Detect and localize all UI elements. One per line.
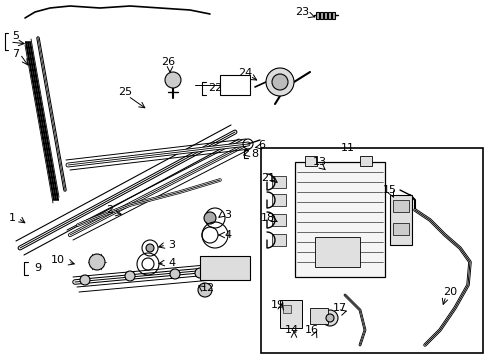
- Text: 24: 24: [237, 68, 252, 78]
- Bar: [261, 148, 482, 353]
- Bar: [327, 12, 330, 19]
- Circle shape: [265, 68, 293, 96]
- Text: 22: 22: [207, 83, 222, 93]
- Bar: [359, 156, 371, 166]
- Circle shape: [271, 74, 287, 90]
- Circle shape: [80, 275, 90, 285]
- Text: 20: 20: [442, 287, 456, 297]
- Bar: [331, 12, 334, 19]
- Text: 4: 4: [168, 258, 175, 268]
- Bar: [271, 176, 285, 188]
- Bar: [324, 12, 326, 19]
- Text: 18: 18: [261, 213, 274, 223]
- Bar: [283, 305, 290, 313]
- Text: 1: 1: [8, 213, 16, 223]
- Bar: [280, 300, 302, 328]
- Bar: [271, 214, 285, 226]
- Circle shape: [89, 254, 105, 270]
- Text: 2: 2: [106, 205, 113, 215]
- Text: 17: 17: [332, 303, 346, 313]
- Text: 13: 13: [312, 157, 326, 167]
- Bar: [271, 194, 285, 206]
- Text: 25: 25: [118, 87, 132, 97]
- Circle shape: [164, 72, 181, 88]
- Text: 6: 6: [258, 140, 265, 150]
- Text: 3: 3: [168, 240, 175, 250]
- Bar: [305, 156, 316, 166]
- Bar: [389, 195, 411, 245]
- Circle shape: [198, 283, 212, 297]
- Bar: [271, 234, 285, 246]
- Bar: [200, 256, 249, 280]
- Circle shape: [203, 212, 216, 224]
- Circle shape: [325, 314, 333, 322]
- Bar: [392, 200, 408, 212]
- Bar: [294, 162, 384, 277]
- Text: 12: 12: [201, 283, 215, 293]
- Text: 7: 7: [12, 49, 20, 59]
- Text: 5: 5: [13, 31, 20, 41]
- Text: 21: 21: [261, 173, 274, 183]
- Text: 16: 16: [305, 325, 318, 335]
- Text: 4: 4: [224, 230, 231, 240]
- Text: 11: 11: [340, 143, 354, 153]
- Text: 9: 9: [34, 263, 41, 273]
- Text: 15: 15: [382, 185, 396, 195]
- Bar: [220, 75, 249, 95]
- Text: 8: 8: [251, 149, 258, 159]
- Bar: [309, 308, 327, 324]
- Circle shape: [321, 310, 337, 326]
- Text: 19: 19: [270, 300, 285, 310]
- Circle shape: [146, 244, 154, 252]
- Text: 23: 23: [294, 7, 308, 17]
- Bar: [392, 223, 408, 235]
- Text: 26: 26: [161, 57, 175, 67]
- Text: 14: 14: [285, 325, 299, 335]
- Bar: [314, 237, 359, 267]
- Circle shape: [195, 268, 204, 278]
- Circle shape: [170, 269, 180, 279]
- Circle shape: [125, 271, 135, 281]
- Text: 10: 10: [51, 255, 65, 265]
- Text: 3: 3: [224, 210, 231, 220]
- Bar: [319, 12, 323, 19]
- Bar: [315, 12, 318, 19]
